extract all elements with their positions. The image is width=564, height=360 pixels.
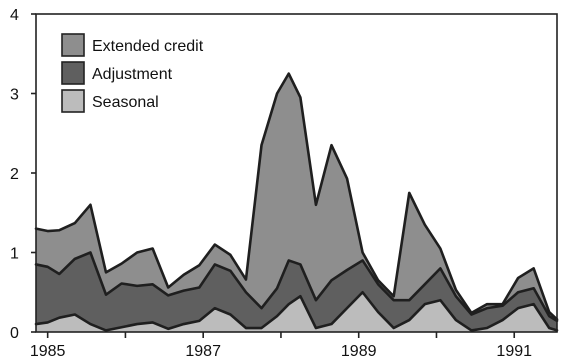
legend: Extended credit Adjustment Seasonal [61, 33, 204, 113]
legend-label-2: Seasonal [92, 94, 159, 111]
y-tick-label-2: 2 [10, 166, 19, 183]
x-tick-label-0: 1985 [30, 343, 66, 360]
series-seasonal-area [36, 292, 557, 332]
legend-swatch-1 [61, 61, 85, 85]
series-extended-credit-area [36, 73, 557, 321]
legend-label-1: Adjustment [92, 66, 173, 83]
series-adjustment-line [34, 251, 559, 323]
x-tick-label-2: 1989 [341, 343, 377, 360]
series-adjustment-area [36, 252, 557, 331]
axes: 0 1 2 3 4 1985 1987 1989 1991 [10, 7, 558, 360]
y-tick-label-3: 3 [10, 87, 19, 104]
x-tick-label-3: 1991 [496, 343, 532, 360]
legend-swatch-0 [61, 33, 85, 57]
x-tick-label-1: 1987 [185, 343, 221, 360]
plot-layer [34, 72, 559, 332]
series-total-line [34, 72, 559, 321]
legend-label-0: Extended credit [92, 38, 204, 55]
y-tick-label-1: 1 [10, 246, 19, 263]
legend-swatch-2 [61, 89, 85, 113]
y-tick-label-0: 0 [10, 325, 19, 342]
y-tick-label-4: 4 [10, 7, 19, 24]
series-seasonal-line [34, 290, 559, 332]
